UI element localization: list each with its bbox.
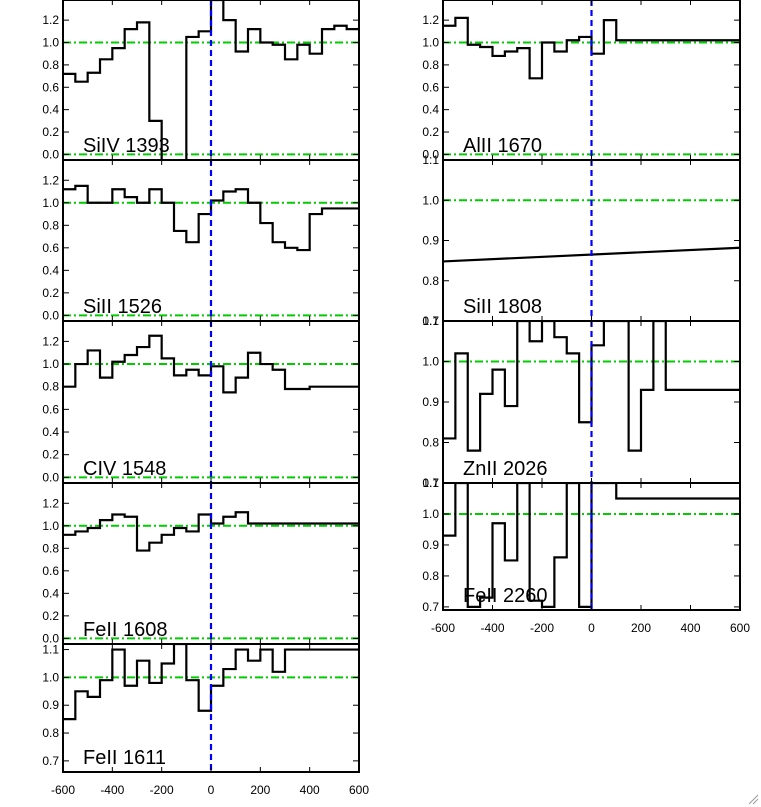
y-tick-label: 0.0: [42, 308, 59, 322]
ion-label: ZnII 2026: [463, 458, 548, 480]
y-tick-label: 0.8: [42, 58, 59, 72]
x-tick-label: 0: [588, 621, 595, 635]
x-tick-label: -400: [480, 621, 504, 635]
y-tick-label: 0.0: [42, 147, 59, 161]
panel-siiv1393: 0.0 0.2 0.4 0.6 0.8 1.0 1.2 SiIV 1393: [42, 0, 360, 161]
x-tick-label: 400: [680, 621, 700, 635]
y-tick-label: 0.6: [42, 80, 59, 94]
x-tick-label: -600: [51, 783, 75, 797]
x-tick-label: -200: [150, 783, 174, 797]
y-tick-label: 0.8: [422, 58, 439, 72]
x-tick-label: 600: [730, 621, 750, 635]
y-tick-label: 0.4: [42, 263, 59, 277]
spectrum-series: [63, 644, 359, 721]
y-tick-label: 0.9: [42, 698, 59, 712]
spectrum-series: [63, 511, 359, 552]
y-tick-label: 0.9: [422, 538, 439, 552]
y-tick-label: 0.8: [42, 726, 59, 740]
x-tick-label: 200: [631, 621, 651, 635]
x-tick-label: 0: [208, 783, 215, 797]
x-tick-label: -400: [100, 783, 124, 797]
x-tick-label: 200: [250, 783, 270, 797]
y-tick-label: 1.2: [42, 334, 59, 348]
panel-feii2260: 0.7 0.8 0.9 1.0 1.1 FeII 2260: [422, 476, 741, 614]
resize-grip-icon[interactable]: [747, 793, 759, 805]
y-tick-label: 1.0: [422, 36, 439, 50]
panel-feii1608: 0.0 0.2 0.4 0.6 0.8 1.0 1.2 FeII 1608: [42, 482, 360, 645]
spectrum-series: [443, 16, 740, 80]
y-tick-label: 0.6: [42, 564, 59, 578]
y-tick-label: 0.2: [42, 609, 59, 623]
y-tick-label: 0.7: [422, 600, 439, 614]
y-tick-label: 0.4: [42, 425, 59, 439]
spectrum-series: [63, 334, 359, 394]
y-tick-label: 1.0: [422, 507, 439, 521]
x-tick-label: -600: [431, 621, 455, 635]
y-tick-label: 0.2: [42, 125, 59, 139]
y-tick-label: 0.4: [42, 103, 59, 117]
y-tick-label: 0.2: [42, 286, 59, 300]
y-tick-label: 1.1: [422, 476, 439, 490]
y-tick-label: 0.4: [422, 103, 439, 117]
panel-civ1548: 0.0 0.2 0.4 0.6 0.8 1.0 1.2 CIV 1548: [42, 320, 360, 484]
ion-label: SiII 1526: [83, 296, 162, 318]
y-tick-label: 0.0: [422, 147, 439, 161]
ion-label: SiII 1808: [463, 296, 542, 318]
x-tick-label: 400: [300, 783, 320, 797]
y-tick-label: 0.9: [422, 234, 439, 248]
y-tick-label: 0.7: [422, 476, 439, 490]
y-tick-label: 1.1: [422, 153, 439, 167]
y-tick-label: 0.7: [422, 314, 439, 328]
panel-alii1670: 0.0 0.2 0.4 0.6 0.8 1.0 1.2 AlII 1670: [422, 0, 741, 161]
y-tick-label: 1.0: [42, 36, 59, 50]
y-tick-label: 1.2: [422, 13, 439, 27]
y-tick-label: 1.1: [422, 314, 439, 328]
panel-siii1526: 0.0 0.2 0.4 0.6 0.8 1.0 1.2 SiII 1526: [42, 159, 360, 322]
panel-siii1808: 0.7 0.8 0.9 1.0 1.1 SiII 1808: [422, 153, 741, 328]
ion-label: AlII 1670: [463, 135, 542, 157]
y-tick-label: 1.1: [42, 643, 59, 657]
y-tick-label: 0.8: [42, 218, 59, 232]
x-tick-label: 600: [349, 783, 369, 797]
ion-label: FeII 2260: [463, 585, 548, 607]
y-tick-label: 1.2: [42, 496, 59, 510]
y-tick-label: 0.6: [422, 80, 439, 94]
y-tick-label: 1.0: [422, 193, 439, 207]
y-tick-label: 0.7: [42, 754, 59, 768]
y-tick-label: 0.0: [42, 470, 59, 484]
y-tick-label: 1.2: [42, 13, 59, 27]
panel-feii1611: 0.7 0.8 0.9 1.0 1.1 FeII 1611: [42, 643, 360, 773]
ion-label: FeII 1611: [83, 747, 166, 769]
y-tick-label: 0.8: [42, 380, 59, 394]
y-tick-label: 0.4: [42, 586, 59, 600]
y-tick-label: 0.8: [422, 274, 439, 288]
y-tick-label: 0.8: [422, 569, 439, 583]
spectrum-series: [443, 321, 740, 452]
y-tick-label: 1.0: [42, 196, 59, 210]
y-tick-label: 0.8: [42, 541, 59, 555]
y-tick-label: 0.6: [42, 402, 59, 416]
y-tick-label: 0.2: [422, 125, 439, 139]
spectrum-series: [63, 0, 359, 160]
ion-label: CIV 1548: [83, 458, 166, 480]
x-tick-label: -200: [530, 621, 554, 635]
y-tick-label: 0.8: [422, 436, 439, 450]
y-tick-label: 1.0: [42, 670, 59, 684]
y-tick-label: 1.2: [42, 173, 59, 187]
ion-label: SiIV 1393: [83, 135, 170, 157]
y-tick-label: 0.0: [42, 631, 59, 645]
y-tick-label: 1.0: [42, 519, 59, 533]
spectrum-series: [443, 483, 740, 609]
panel-znii2026: 0.7 0.8 0.9 1.0 1.1 ZnII 2026: [422, 314, 741, 490]
y-tick-label: 0.2: [42, 448, 59, 462]
ion-label: FeII 1608: [83, 619, 168, 641]
y-tick-label: 1.0: [42, 357, 59, 371]
y-tick-label: 1.0: [422, 355, 439, 369]
y-tick-label: 0.9: [422, 395, 439, 409]
y-tick-label: 0.6: [42, 241, 59, 255]
